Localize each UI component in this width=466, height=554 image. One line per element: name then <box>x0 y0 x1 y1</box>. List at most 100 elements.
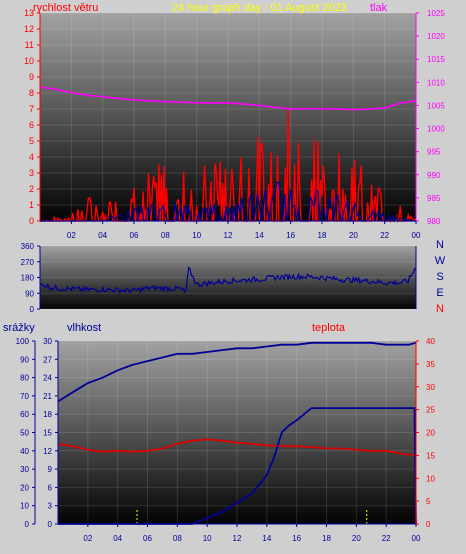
x-tick-label: 06 <box>130 231 139 240</box>
y-tick-label: 980 <box>427 217 441 226</box>
temperature-tick-label: 25 <box>426 406 435 415</box>
temperature-tick-label: 30 <box>426 383 435 392</box>
pressure-line <box>39 86 417 111</box>
wind-speed-label: rychlost větru <box>33 2 98 14</box>
humidity-tick-label: 18 <box>43 410 52 419</box>
temperature-line <box>57 438 417 457</box>
rain-label: srážky <box>3 322 35 334</box>
y-tick-label: 6 <box>29 120 34 130</box>
compass-label: N <box>436 303 444 315</box>
humidity-tick-label: 6 <box>48 483 53 492</box>
y-tick-label: 4 <box>29 152 34 162</box>
humidity-tick-label: 24 <box>43 374 52 383</box>
wind-pressure-plot-area <box>40 13 416 221</box>
temperature-tick-label: 5 <box>426 497 431 506</box>
rain-tick-label: 0 <box>25 520 30 529</box>
x-tick-label: 12 <box>233 534 242 543</box>
humidity-tick-label: 27 <box>43 355 52 364</box>
temperature-tick-label: 15 <box>426 451 435 460</box>
temperature-tick-label: 20 <box>426 429 435 438</box>
compass-label: E <box>436 287 443 299</box>
x-tick-label: 14 <box>262 534 271 543</box>
x-tick-label: 22 <box>382 534 391 543</box>
rain-tick-label: 10 <box>20 502 29 511</box>
y-tick-label: 0 <box>30 305 35 314</box>
y-tick-label: 180 <box>21 274 35 283</box>
y-tick-label: 985 <box>427 194 441 203</box>
temperature-tick-label: 40 <box>426 337 435 346</box>
rain-humidity-temperature-plot-area <box>58 341 416 524</box>
pressure-label: tlak <box>370 2 388 14</box>
x-tick-label: 08 <box>173 534 182 543</box>
rain-tick-label: 20 <box>20 483 29 492</box>
humidity-label: vlhkost <box>67 322 101 334</box>
compass-label: N <box>436 239 444 251</box>
y-tick-label: 2 <box>29 184 34 194</box>
y-tick-label: 360 <box>21 242 35 251</box>
y-tick-label: 995 <box>427 148 441 157</box>
humidity-tick-label: 3 <box>48 502 53 511</box>
x-tick-label: 04 <box>98 231 107 240</box>
humidity-tick-label: 15 <box>43 429 52 438</box>
y-tick-label: 11 <box>25 40 34 50</box>
humidity-tick-label: 12 <box>43 447 52 456</box>
x-tick-label: 20 <box>352 534 361 543</box>
y-tick-label: 1000 <box>427 125 445 134</box>
x-tick-label: 12 <box>224 231 233 240</box>
compass-label: W <box>435 255 446 267</box>
x-tick-label: 10 <box>192 231 201 240</box>
y-tick-label: 10 <box>24 56 34 66</box>
y-tick-label: 1015 <box>427 55 445 64</box>
y-tick-label: 1005 <box>427 101 445 110</box>
rain-tick-label: 80 <box>20 374 29 383</box>
x-tick-label: 08 <box>161 231 170 240</box>
humidity-line <box>57 341 417 403</box>
y-tick-label: 12 <box>24 24 34 34</box>
x-tick-label: 02 <box>83 534 92 543</box>
x-tick-label: 06 <box>143 534 152 543</box>
rain-tick-label: 90 <box>20 355 29 364</box>
x-tick-label: 16 <box>292 534 301 543</box>
x-tick-label: 20 <box>349 231 358 240</box>
rain-line <box>58 407 417 525</box>
humidity-tick-label: 9 <box>48 465 53 474</box>
y-tick-label: 1010 <box>427 78 445 87</box>
y-tick-label: 90 <box>25 289 34 298</box>
x-tick-label: 14 <box>255 231 264 240</box>
x-tick-label: 16 <box>286 231 295 240</box>
rain-tick-label: 70 <box>20 392 29 401</box>
temperature-tick-label: 35 <box>426 360 435 369</box>
humidity-tick-label: 30 <box>43 337 52 346</box>
x-tick-label: 18 <box>318 231 327 240</box>
y-tick-label: 1 <box>29 200 34 210</box>
temperature-tick-label: 10 <box>426 474 435 483</box>
chart-title: 24 hour graph day : 01 August 2023 <box>172 2 347 14</box>
y-tick-label: 5 <box>29 136 34 146</box>
humidity-tick-label: 0 <box>48 520 53 529</box>
humidity-tick-label: 21 <box>43 392 52 401</box>
wind-direction-line <box>39 266 417 295</box>
x-tick-label: 10 <box>203 534 212 543</box>
y-tick-label: 13 <box>24 8 34 18</box>
y-tick-label: 0 <box>29 216 34 226</box>
y-tick-label: 1025 <box>427 9 445 18</box>
x-tick-label: 04 <box>113 534 122 543</box>
rain-tick-label: 60 <box>20 410 29 419</box>
rain-tick-label: 50 <box>20 429 29 438</box>
x-tick-label: 02 <box>67 231 76 240</box>
y-tick-label: 7 <box>29 104 34 114</box>
rain-tick-label: 100 <box>16 337 30 346</box>
y-tick-label: 270 <box>21 258 35 267</box>
x-tick-label: 18 <box>322 534 331 543</box>
rain-tick-label: 40 <box>20 447 29 456</box>
y-tick-label: 8 <box>29 88 34 98</box>
y-tick-label: 3 <box>29 168 34 178</box>
x-tick-label: 00 <box>412 231 421 240</box>
temperature-label: teplota <box>312 322 346 334</box>
y-tick-label: 990 <box>427 171 441 180</box>
rain-tick-label: 30 <box>20 465 29 474</box>
x-tick-label: 00 <box>412 534 421 543</box>
y-tick-label: 1020 <box>427 32 445 41</box>
compass-label: S <box>436 271 443 283</box>
x-tick-label: 22 <box>380 231 389 240</box>
